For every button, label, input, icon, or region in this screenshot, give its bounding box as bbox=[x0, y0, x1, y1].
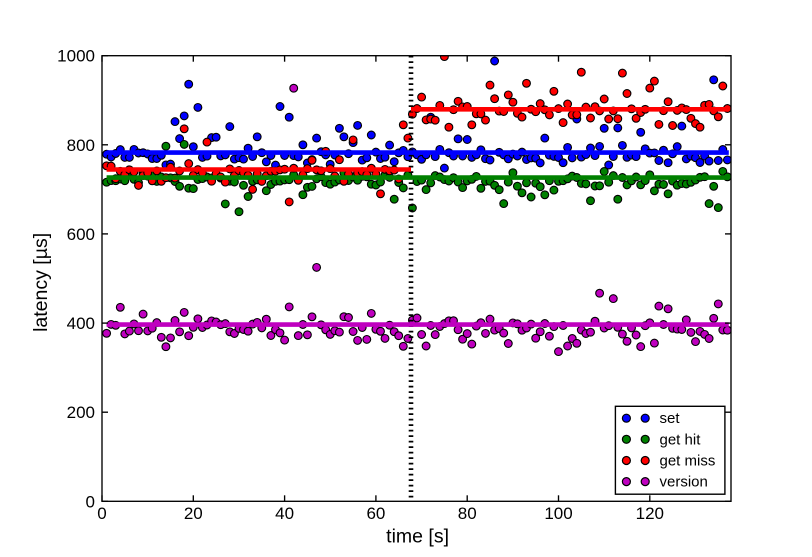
svg-text:set: set bbox=[660, 410, 681, 427]
svg-text:version: version bbox=[660, 474, 708, 491]
svg-text:600: 600 bbox=[67, 225, 95, 244]
svg-text:40: 40 bbox=[275, 504, 294, 523]
svg-text:100: 100 bbox=[544, 504, 572, 523]
svg-text:200: 200 bbox=[67, 403, 95, 422]
svg-text:800: 800 bbox=[67, 136, 95, 155]
svg-text:0: 0 bbox=[86, 492, 95, 511]
svg-text:0: 0 bbox=[97, 504, 106, 523]
svg-text:time [s]: time [s] bbox=[386, 526, 449, 548]
svg-text:20: 20 bbox=[184, 504, 203, 523]
svg-text:latency [µs]: latency [µs] bbox=[30, 233, 52, 332]
svg-text:80: 80 bbox=[458, 504, 477, 523]
svg-text:120: 120 bbox=[636, 504, 664, 523]
svg-text:1000: 1000 bbox=[57, 47, 95, 66]
svg-text:get hit: get hit bbox=[660, 431, 702, 448]
svg-text:400: 400 bbox=[67, 314, 95, 333]
svg-text:get miss: get miss bbox=[660, 453, 716, 470]
svg-text:60: 60 bbox=[366, 504, 385, 523]
